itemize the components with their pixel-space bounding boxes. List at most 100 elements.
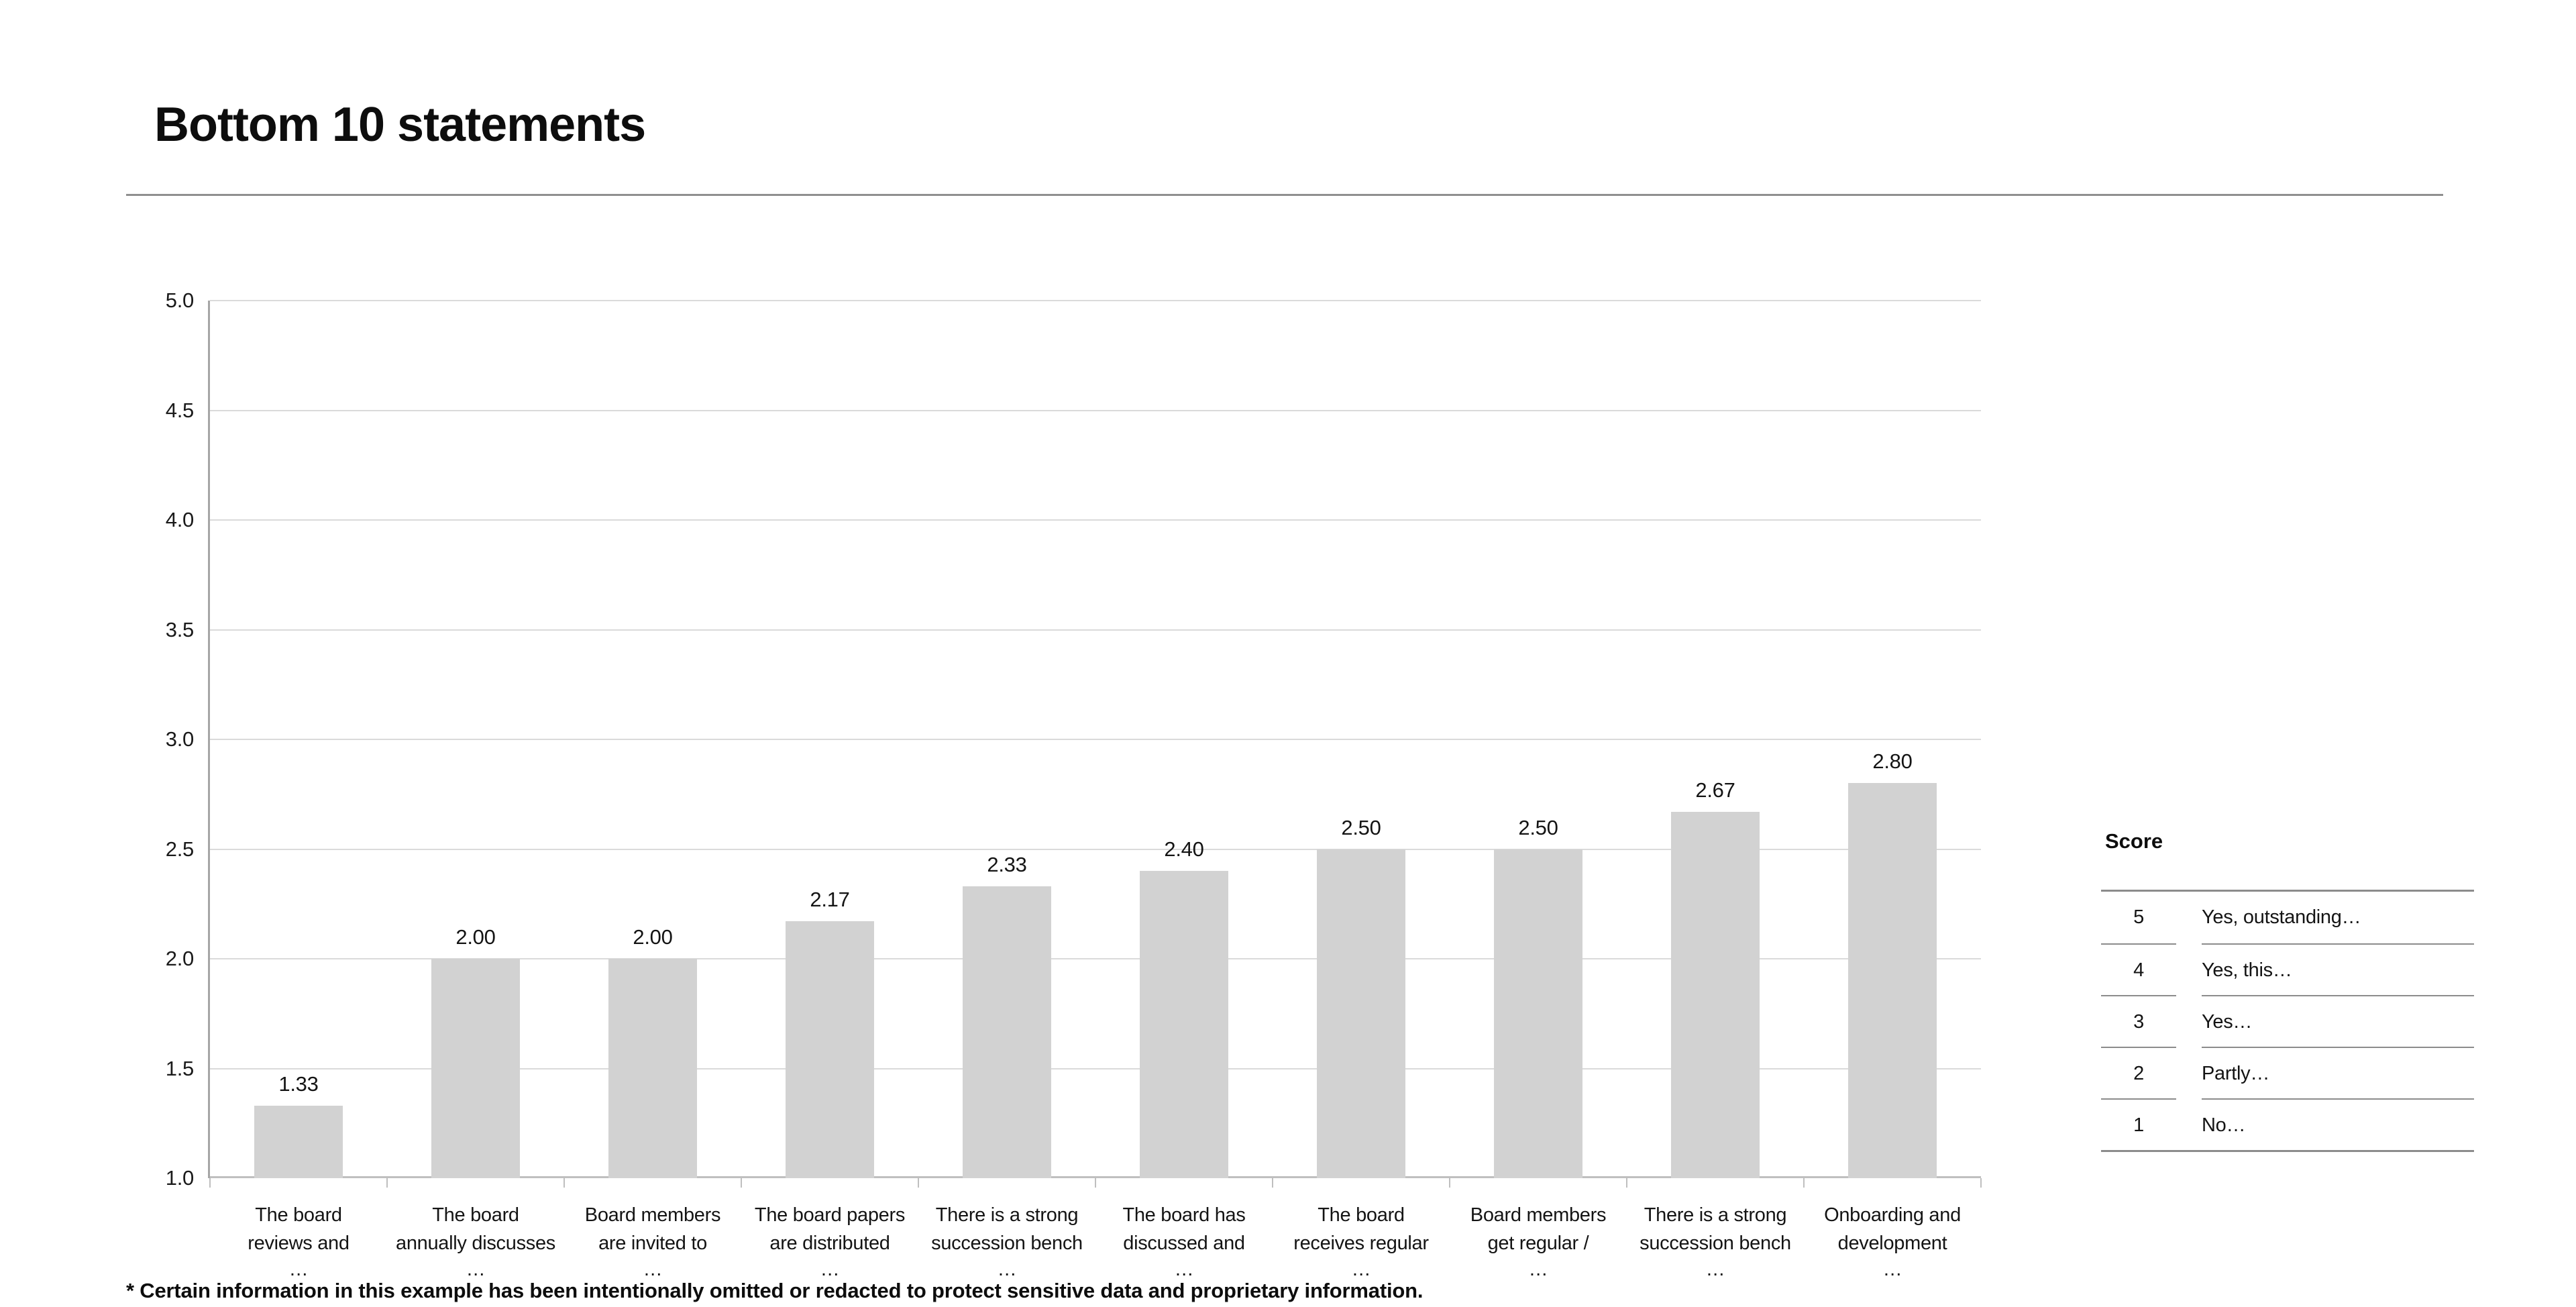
bar-group: 2.40 The board has discussed and…: [1095, 301, 1273, 1280]
category-label-ellipsis: …: [288, 1259, 309, 1280]
bar-value-label: 2.17: [810, 888, 850, 912]
bar-group: 2.50 The board receives regular…: [1273, 301, 1450, 1281]
bar: [608, 959, 697, 1178]
category-label-ellipsis: …: [820, 1259, 840, 1280]
bar-value-label: 2.67: [1695, 778, 1735, 802]
category-label-line: annually discusses: [395, 1233, 555, 1254]
category-label: The board receives regular …: [1266, 1201, 1456, 1280]
category-label-line: There is a strong: [935, 1204, 1079, 1226]
x-axis-tick: [1980, 1178, 1982, 1188]
x-axis-tick: [386, 1178, 388, 1188]
bar: [1671, 811, 1760, 1178]
category-label-line: Board members: [584, 1204, 721, 1226]
score-value: 2: [2101, 1047, 2176, 1100]
x-axis-tick: [1449, 1178, 1450, 1188]
x-axis-tick: [1095, 1178, 1096, 1188]
bar: [1848, 783, 1937, 1178]
bar-value-label: 2.00: [455, 925, 496, 949]
category-label-line: succession bench: [1640, 1233, 1791, 1254]
score-legend-row: 1 No…: [2101, 1098, 2474, 1150]
score-legend-row: 5 Yes, outstanding…: [2101, 892, 2474, 943]
category-label: There is a strong succession bench…: [912, 1201, 1102, 1280]
bar-group: 1.33 The board reviews and…: [210, 301, 387, 1280]
category-label-line: The board papers: [754, 1204, 906, 1226]
category-label-ellipsis: …: [1882, 1259, 1902, 1280]
bar: [1317, 849, 1405, 1178]
category-label-ellipsis: …: [1174, 1259, 1194, 1280]
score-legend-row: 3 Yes…: [2101, 995, 2474, 1047]
y-axis-tick-label: 3.0: [165, 727, 195, 751]
score-legend-row: 2 Partly…: [2101, 1047, 2474, 1098]
gridline: [210, 300, 1981, 301]
category-label-line: The board: [432, 1204, 519, 1226]
score-legend: Score 5 Yes, outstanding… 4 Yes, this… 3 Yes……: [2101, 829, 2474, 1152]
score-legend-header: Score: [2105, 829, 2163, 853]
gridline: [210, 848, 1981, 850]
category-label-line: There is a strong: [1644, 1204, 1787, 1226]
bar-value-label: 2.80: [1872, 749, 1913, 774]
category-label-line: are distributed: [769, 1233, 890, 1254]
title-divider: [126, 194, 2443, 196]
bar-value-label: 2.00: [633, 925, 673, 949]
score-value: 4: [2101, 943, 2176, 996]
category-label-line: receives regular: [1293, 1233, 1429, 1254]
plot-area: 5.0 4.5 4.0 3.5 3.0 2.5 2.0 1.5 1.0 1.33 The board…: [166, 289, 1982, 1281]
category-label: The board papers are distributed …: [735, 1201, 925, 1280]
category-label-line: Board members: [1470, 1204, 1607, 1226]
gridline: [210, 1067, 1981, 1069]
category-label-ellipsis: …: [1528, 1259, 1548, 1280]
page-title: Bottom 10 statements: [154, 98, 646, 152]
category-label-line: The board: [255, 1204, 342, 1226]
x-axis-tick: [1803, 1178, 1805, 1188]
bar: [254, 1106, 343, 1178]
gridline: [210, 629, 1981, 631]
gridline: [210, 409, 1981, 411]
bar-group: 2.80 Onboarding and development …: [1804, 301, 1981, 1280]
category-label: There is a strong succession bench …: [1620, 1201, 1811, 1280]
score-legend-row: 4 Yes, this…: [2101, 943, 2474, 995]
x-axis-line: [210, 1176, 1981, 1178]
category-label-line: are invited to: [598, 1233, 707, 1254]
bar-value-label: 1.33: [278, 1072, 319, 1096]
bar-group: 2.00 Board members are invited to …: [564, 301, 741, 1280]
bar-value-label: 2.50: [1518, 815, 1558, 839]
x-axis-tick: [741, 1178, 742, 1188]
category-label: Board members are invited to …: [557, 1201, 748, 1280]
score-description: Yes, outstanding…: [2202, 906, 2361, 928]
x-axis-tick: [564, 1178, 565, 1188]
category-label: Onboarding and development …: [1797, 1201, 1988, 1280]
category-label-ellipsis: …: [1705, 1259, 1725, 1280]
footnote: * Certain information in this example ha…: [126, 1279, 1424, 1302]
score-description: Partly…: [2202, 1047, 2474, 1100]
category-label: The board reviews and…: [203, 1201, 394, 1280]
category-label-ellipsis: …: [643, 1259, 663, 1280]
bar: [1494, 849, 1582, 1178]
bar: [431, 959, 520, 1178]
category-label: The board has discussed and…: [1089, 1201, 1279, 1280]
bar-value-label: 2.33: [987, 853, 1027, 877]
gridline: [210, 519, 1981, 521]
y-axis-tick-label: 2.0: [165, 947, 195, 970]
category-label-ellipsis: …: [997, 1259, 1017, 1280]
x-axis-tick: [1626, 1178, 1627, 1188]
bar-group: 2.17 The board papers are distributed …: [741, 301, 918, 1280]
score-value: 3: [2101, 995, 2176, 1048]
x-axis-tick: [1272, 1178, 1273, 1188]
score-value: 1: [2101, 1098, 2176, 1151]
y-axis-tick-label: 4.0: [165, 508, 195, 531]
y-axis-tick-label: 1.0: [165, 1166, 195, 1190]
category-label-line: Onboarding and: [1824, 1204, 1961, 1226]
category-label: The board annually discusses …: [380, 1201, 571, 1280]
y-axis-tick-label: 3.5: [165, 617, 195, 641]
y-axis-tick-label: 4.5: [165, 398, 195, 422]
bar-group: 2.67 There is a strong succession bench …: [1627, 301, 1804, 1280]
bar: [1140, 871, 1228, 1178]
category-label-line: The board: [1318, 1204, 1405, 1226]
category-label-line: development: [1837, 1233, 1947, 1254]
bar-group: 2.50 Board members get regular /…: [1450, 301, 1627, 1281]
y-axis-tick-label: 2.5: [165, 837, 195, 861]
score-description: Yes, this…: [2202, 943, 2474, 996]
score-value: 5: [2133, 906, 2144, 928]
category-label-ellipsis: …: [466, 1259, 486, 1280]
category-label-ellipsis: …: [1351, 1259, 1371, 1280]
